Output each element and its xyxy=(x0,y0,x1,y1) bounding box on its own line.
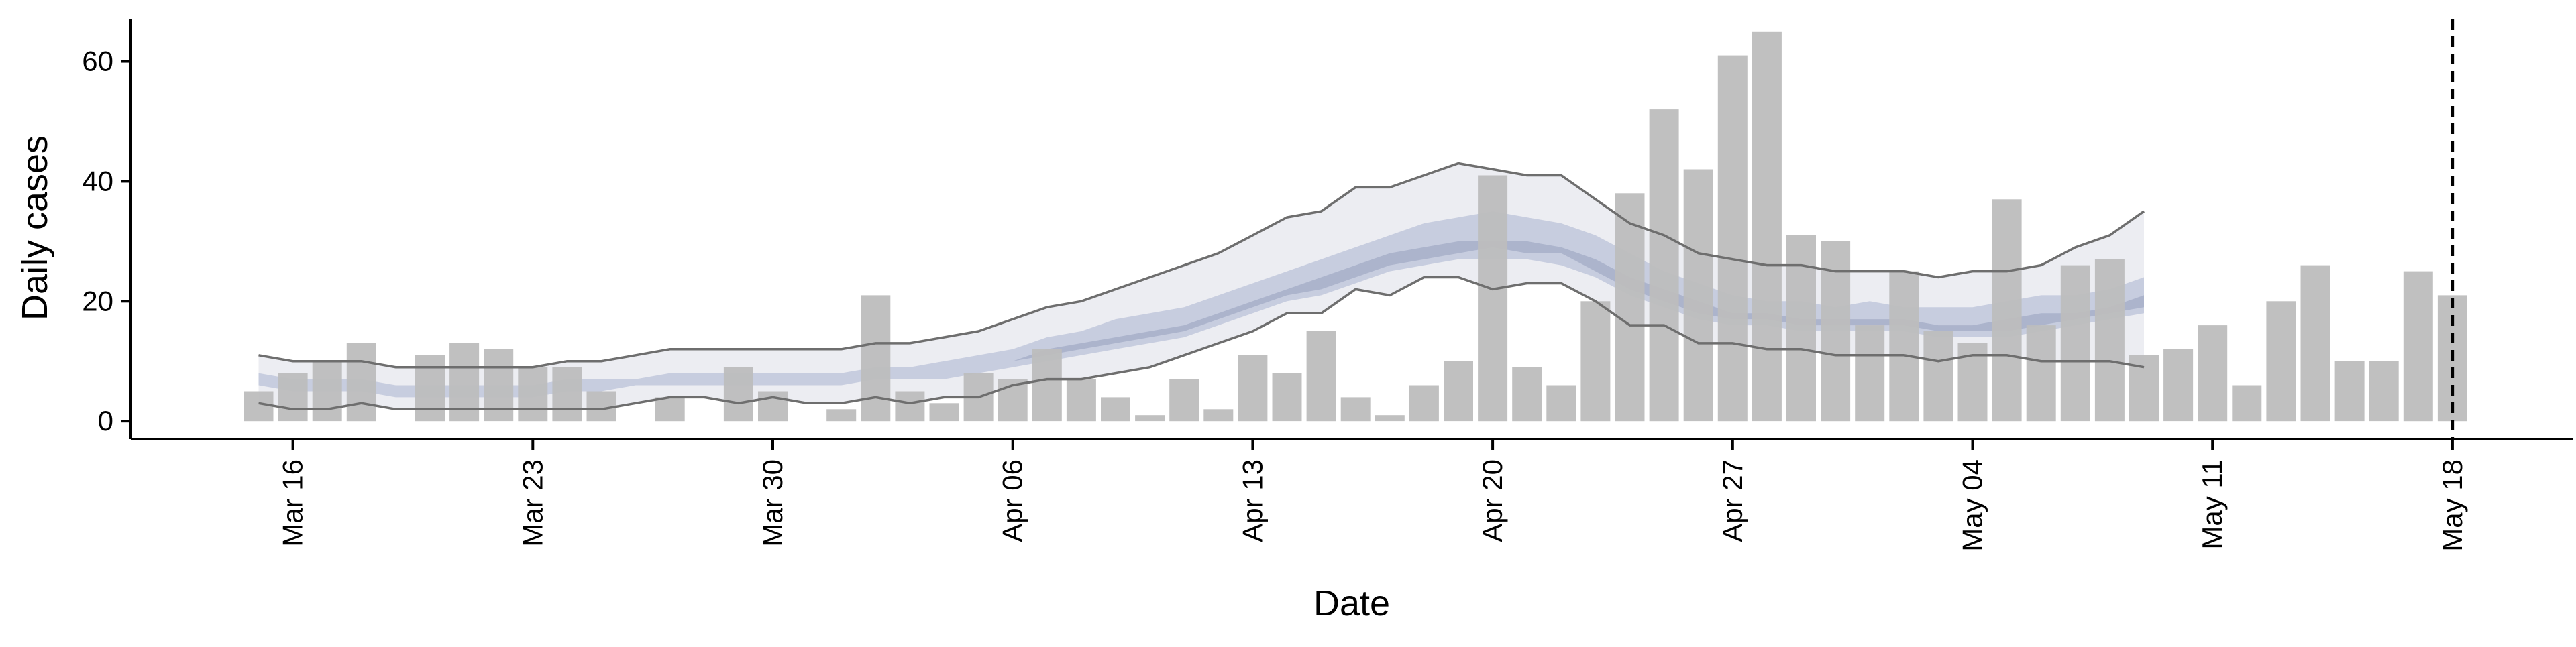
bar xyxy=(1512,367,1542,422)
x-tick-label: Mar 16 xyxy=(277,459,309,547)
bar xyxy=(758,391,788,422)
bar xyxy=(1478,175,1508,422)
bar xyxy=(1135,415,1165,422)
bar xyxy=(346,343,376,422)
x-tick-label: May 04 xyxy=(1957,459,1988,552)
bar xyxy=(655,397,685,422)
x-ticks: Mar 16 Mar 23 Mar 30 Apr 06 Apr 13 Apr 20 Apr … xyxy=(277,439,2468,552)
bar xyxy=(2094,259,2125,422)
axes-group xyxy=(129,19,2573,440)
bar xyxy=(1752,31,1782,422)
bar xyxy=(826,409,857,422)
inner-band xyxy=(258,211,2144,398)
bar xyxy=(2060,265,2090,422)
bar xyxy=(552,367,582,422)
y-tick-label: 40 xyxy=(82,165,113,196)
bar xyxy=(1444,361,1473,422)
x-tick-label: Mar 23 xyxy=(517,459,548,547)
x-tick-label: Mar 30 xyxy=(757,459,788,547)
bar xyxy=(415,355,445,422)
bar xyxy=(1615,193,1645,422)
bar xyxy=(1375,415,1405,422)
x-axis-title: Date xyxy=(1313,583,1390,624)
bar xyxy=(2026,325,2056,422)
x-tick-label: Apr 13 xyxy=(1236,459,1268,542)
bar xyxy=(1855,325,1885,422)
bar xyxy=(929,403,959,422)
y-ticks: 0 20 40 60 xyxy=(82,46,131,436)
bar xyxy=(1203,409,1234,422)
bar xyxy=(1786,235,1816,422)
bar xyxy=(518,367,548,422)
bar xyxy=(2232,385,2262,422)
x-tick-label: May 11 xyxy=(2196,459,2228,550)
bar xyxy=(1306,331,1336,422)
bar xyxy=(2334,361,2365,422)
bar xyxy=(723,367,753,422)
bar xyxy=(1717,55,1748,422)
x-tick-label: May 18 xyxy=(2436,459,2468,552)
bar xyxy=(1580,301,1611,422)
bar xyxy=(244,391,274,422)
bar xyxy=(1992,199,2022,422)
bars-group xyxy=(244,31,2467,422)
lower-bound-line xyxy=(258,276,2145,411)
bar xyxy=(1923,331,1953,422)
x-tick-label: Apr 27 xyxy=(1717,459,1748,542)
bar xyxy=(2163,349,2194,422)
bar xyxy=(1409,385,1439,422)
x-tick-label: Apr 06 xyxy=(997,459,1028,542)
bar xyxy=(2300,265,2330,422)
y-tick-label: 60 xyxy=(82,46,113,77)
x-tick-label: Apr 20 xyxy=(1477,459,1508,542)
bar xyxy=(2369,361,2399,422)
bar xyxy=(1238,355,1268,422)
bar xyxy=(895,391,925,422)
bar xyxy=(1032,349,1062,422)
bar xyxy=(1683,169,1713,422)
bar xyxy=(2198,325,2228,422)
bar xyxy=(2266,301,2296,422)
y-tick-label: 0 xyxy=(98,405,113,436)
bar xyxy=(1101,397,1130,422)
bar xyxy=(2403,271,2433,422)
bar xyxy=(1066,379,1096,422)
bar xyxy=(1889,271,1919,422)
bar xyxy=(1340,397,1371,422)
y-axis-title: Daily cases xyxy=(15,135,55,320)
outer-band xyxy=(258,163,2144,410)
bar xyxy=(861,295,891,422)
bound-lines xyxy=(258,162,2145,411)
bar xyxy=(312,361,342,422)
bar xyxy=(1546,385,1576,422)
bar xyxy=(586,391,616,422)
bar xyxy=(1169,379,1199,422)
y-tick-label: 20 xyxy=(82,285,113,316)
bar xyxy=(278,373,308,422)
upper-bound-line xyxy=(258,162,2145,369)
bar xyxy=(1272,373,1302,422)
bar xyxy=(1649,109,1679,422)
